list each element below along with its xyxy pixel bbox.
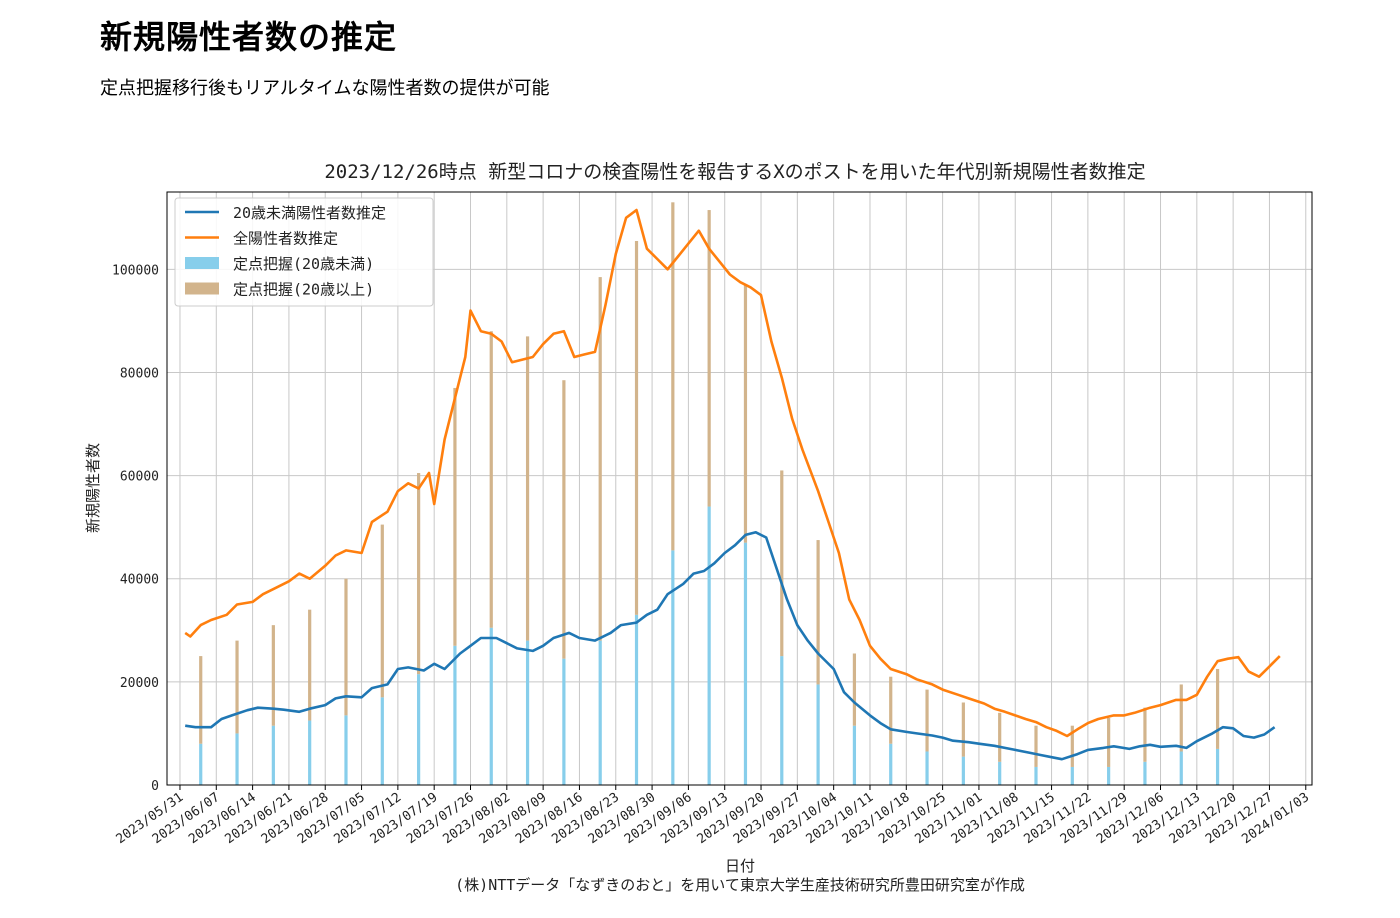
- bar-over20: [525, 336, 530, 641]
- bar-under20: [525, 640, 530, 785]
- legend-label: 定点把握(20歳未満): [233, 255, 374, 273]
- bar-over20: [780, 470, 784, 657]
- bar-over20: [489, 331, 493, 628]
- bar-over20: [1215, 668, 1220, 749]
- legend-label: 定点把握(20歳以上): [233, 281, 374, 299]
- bar-over20: [743, 284, 748, 543]
- legend-box: [174, 197, 434, 307]
- bar-over20: [1034, 725, 1038, 767]
- bar-under20: [417, 674, 421, 785]
- x-axis-label: 日付: [725, 857, 755, 875]
- bar-over20: [961, 702, 965, 757]
- bar-under20: [816, 684, 820, 785]
- bar-under20: [998, 761, 1002, 785]
- bar-series: [199, 202, 1220, 785]
- bar-under20: [453, 645, 457, 785]
- x-tick-labels: 2023/05/312023/06/072023/06/142023/06/21…: [114, 790, 1313, 847]
- bar-over20: [816, 540, 820, 685]
- bar-under20: [634, 614, 639, 785]
- bar-under20: [1179, 751, 1183, 785]
- bar-over20: [925, 689, 929, 752]
- bar-over20: [889, 676, 893, 744]
- bar-under20: [1107, 766, 1111, 785]
- series-line-total: [184, 208, 1281, 738]
- chart-title: 2023/12/26時点 新型コロナの検査陽性を報告するXのポストを用いた年代別…: [324, 161, 1145, 183]
- bar-under20: [852, 725, 857, 785]
- bar-over20: [417, 473, 421, 675]
- bar-over20: [235, 640, 239, 734]
- bar-over20: [453, 387, 457, 646]
- y-tick-label: 0: [151, 779, 159, 794]
- y-axis-label: 新規陽性者数: [84, 443, 102, 533]
- bar-under20: [1143, 761, 1147, 785]
- bar-under20: [308, 720, 312, 785]
- chart-caption: (株)NTTデータ「なずきのおと」を用いて東京大学生産技術研究所豊田研究室が作成: [455, 876, 1025, 894]
- bar-over20: [707, 210, 711, 507]
- bar-over20: [199, 656, 203, 744]
- bar-under20: [780, 656, 784, 785]
- bar-over20: [1107, 717, 1111, 767]
- y-tick-labels: 0 20000 40000 60000 80000 100000: [112, 263, 159, 794]
- legend-swatch: [185, 257, 219, 269]
- bar-under20: [707, 506, 711, 785]
- bar-over20: [671, 202, 675, 551]
- bar-over20: [998, 712, 1002, 762]
- bar-over20: [1179, 684, 1183, 752]
- bar-under20: [743, 542, 748, 785]
- bar-under20: [199, 743, 203, 785]
- bar-under20: [235, 733, 239, 785]
- bar-under20: [1215, 748, 1220, 785]
- bar-over20: [1143, 707, 1147, 762]
- bar-over20: [562, 380, 566, 659]
- bar-under20: [961, 756, 965, 785]
- bar-over20: [344, 578, 348, 716]
- page-title: 新規陽性者数の推定: [100, 18, 398, 56]
- bar-over20: [634, 240, 639, 615]
- bar-over20: [852, 653, 857, 726]
- bar-over20: [1070, 725, 1074, 767]
- bar-under20: [598, 640, 602, 785]
- bar-under20: [1034, 766, 1038, 785]
- legend-label: 全陽性者数推定: [233, 230, 338, 248]
- bar-under20: [344, 715, 348, 785]
- bar-under20: [1070, 766, 1074, 785]
- bar-over20: [598, 277, 602, 641]
- y-tick-label: 40000: [120, 573, 159, 588]
- bar-under20: [889, 743, 893, 785]
- legend-label: 20歳未満陽性者数推定: [233, 204, 386, 222]
- y-tick-label: 80000: [120, 366, 159, 381]
- bar-under20: [380, 697, 384, 785]
- legend-swatch: [185, 282, 219, 295]
- y-tick-label: 20000: [120, 676, 159, 691]
- bar-under20: [562, 658, 566, 785]
- y-tick-label: 100000: [112, 263, 159, 278]
- page-subtitle: 定点把握移行後もリアルタイムな陽性者数の提供が可能: [100, 78, 550, 99]
- bar-under20: [271, 725, 275, 785]
- series-line-under20: [185, 531, 1276, 761]
- bar-under20: [671, 550, 675, 785]
- bar-under20: [925, 751, 929, 785]
- line-series: [184, 208, 1281, 761]
- bar-over20: [271, 625, 275, 726]
- y-tick-label: 60000: [120, 470, 159, 485]
- plot-frame: [166, 191, 1313, 786]
- bar-under20: [489, 627, 493, 785]
- bar-over20: [380, 524, 384, 698]
- bar-over20: [308, 609, 312, 721]
